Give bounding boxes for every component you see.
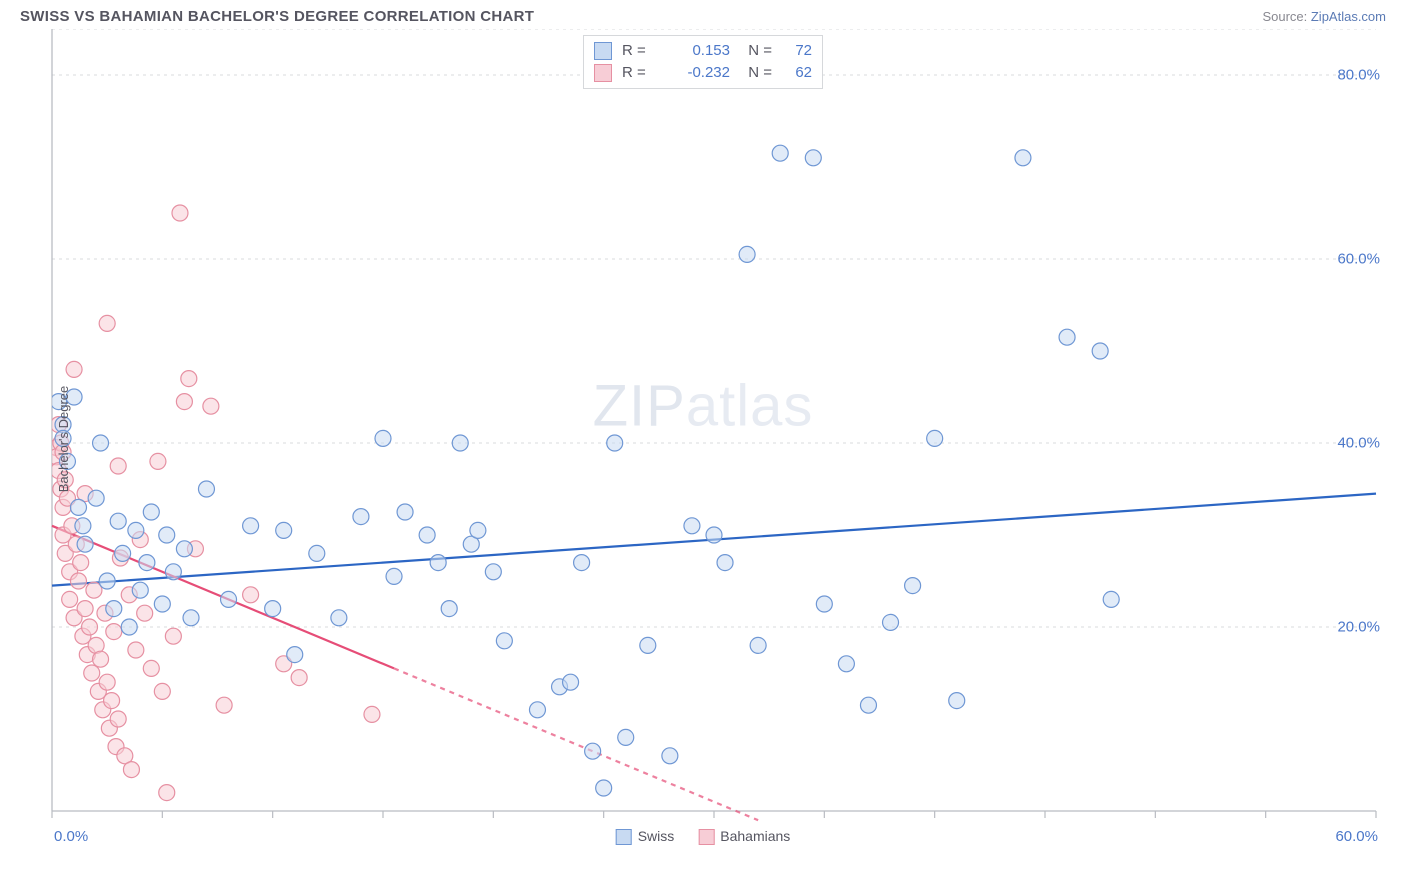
legend-n-label: N =: [740, 62, 772, 84]
legend-label-bahamians: Bahamians: [720, 828, 790, 844]
correlation-legend: R = 0.153 N = 72 R = -0.232 N = 62: [583, 35, 823, 89]
legend-item-swiss: Swiss: [616, 828, 675, 845]
y-tick-label: 80.0%: [1337, 67, 1380, 84]
legend-swatch-bahamians: [594, 64, 612, 82]
legend-r-value-swiss: 0.153: [668, 40, 730, 62]
legend-swatch-icon: [616, 829, 632, 845]
legend-n-value-bahamians: 62: [782, 62, 812, 84]
x-axis-max-label: 60.0%: [1335, 828, 1378, 845]
chart-source: Source: ZipAtlas.com: [1262, 9, 1386, 24]
y-tick-label: 20.0%: [1337, 619, 1380, 636]
legend-r-label: R =: [622, 62, 658, 84]
legend-r-label: R =: [622, 40, 658, 62]
legend-r-value-bahamians: -0.232: [668, 62, 730, 84]
x-axis-min-label: 0.0%: [54, 828, 88, 845]
source-prefix: Source:: [1262, 9, 1310, 24]
legend-row-bahamians: R = -0.232 N = 62: [594, 62, 812, 84]
scatter-plot-svg: [0, 29, 1406, 839]
legend-row-swiss: R = 0.153 N = 72: [594, 40, 812, 62]
series-legend: Swiss Bahamians: [616, 828, 791, 845]
legend-n-label: N =: [740, 40, 772, 62]
y-tick-label: 60.0%: [1337, 251, 1380, 268]
chart-title: SWISS VS BAHAMIAN BACHELOR'S DEGREE CORR…: [20, 8, 534, 25]
legend-label-swiss: Swiss: [638, 828, 675, 844]
y-axis-label: Bachelor's Degree: [56, 386, 71, 493]
chart-header: SWISS VS BAHAMIAN BACHELOR'S DEGREE CORR…: [0, 0, 1406, 29]
source-link[interactable]: ZipAtlas.com: [1311, 9, 1386, 24]
legend-swatch-icon: [698, 829, 714, 845]
legend-item-bahamians: Bahamians: [698, 828, 790, 845]
chart-area: Bachelor's Degree ZIPatlas R = 0.153 N =…: [0, 29, 1406, 849]
legend-n-value-swiss: 72: [782, 40, 812, 62]
legend-swatch-swiss: [594, 42, 612, 60]
y-tick-label: 40.0%: [1337, 435, 1380, 452]
